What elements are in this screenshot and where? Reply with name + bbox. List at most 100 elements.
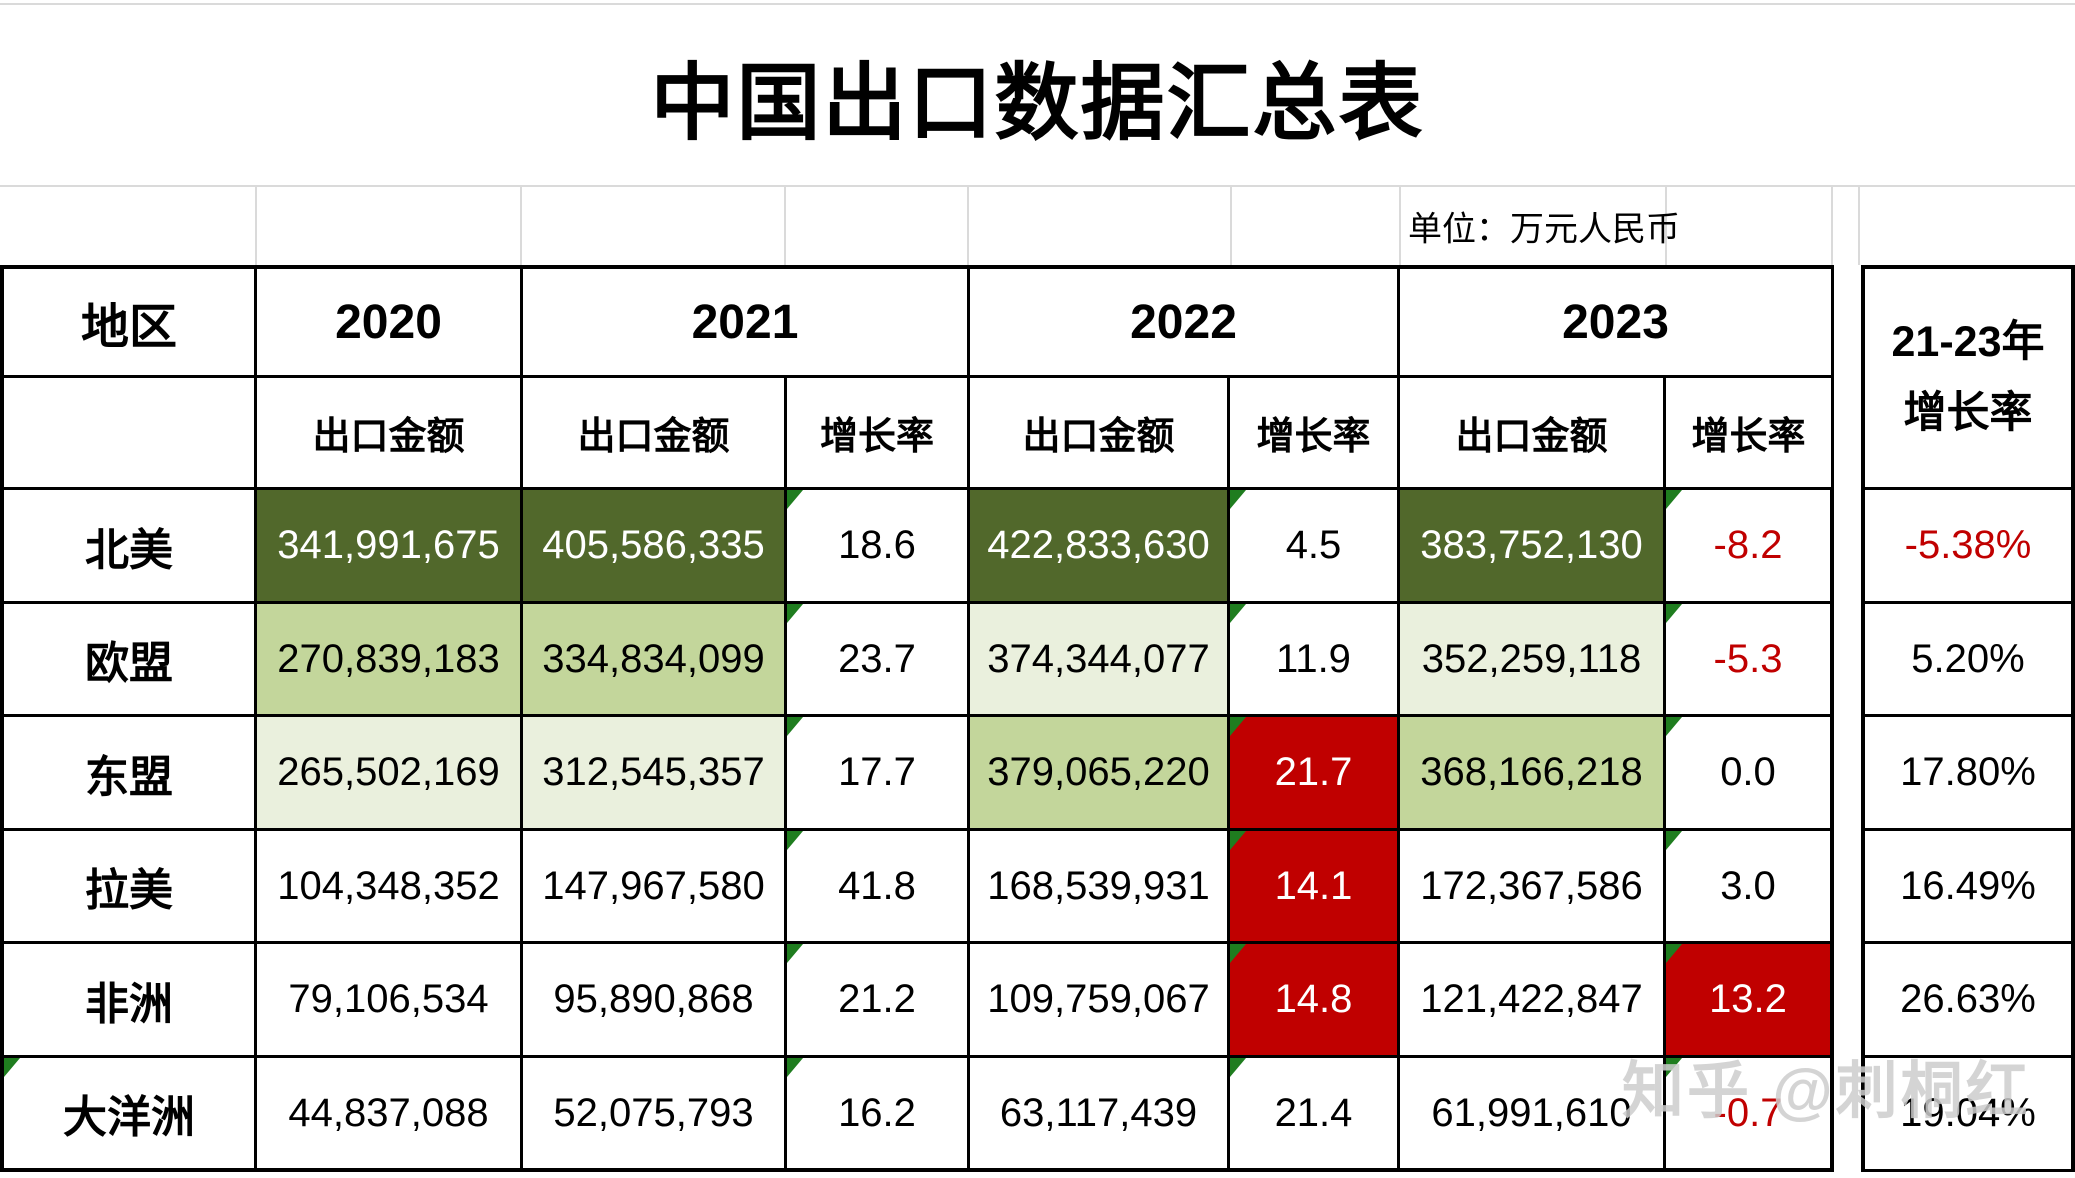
growth-cell: -5.3: [1666, 604, 1834, 717]
growth-cell: 14.1: [1230, 831, 1400, 944]
growth-value: 14.8: [1274, 977, 1353, 1021]
growth-cell: -8.2: [1666, 490, 1834, 604]
amount-cell: 379,065,220: [970, 717, 1230, 831]
amount-cell: 334,834,099: [523, 604, 787, 717]
growth-cell: 4.5: [1230, 490, 1400, 604]
growth-cell: 16.2: [787, 1058, 970, 1172]
green-corner-triangle-icon: [787, 490, 803, 509]
region-cell: 东盟: [0, 717, 257, 831]
unit-note: 单位：万元人民币: [1408, 210, 1680, 249]
amount-cell: 368,166,218: [1400, 717, 1666, 831]
region-cell: 非洲: [0, 944, 257, 1058]
total-growth-cell: -5.38%: [1861, 490, 2075, 604]
green-corner-triangle-icon: [4, 1058, 20, 1077]
amount-cell: 63,117,439: [970, 1058, 1230, 1172]
amount-cell: 352,259,118: [1400, 604, 1666, 717]
header-total-growth-line1: 21-23年: [1891, 318, 2045, 367]
green-corner-triangle-icon: [1666, 717, 1682, 736]
amount-cell: 422,833,630: [970, 490, 1230, 604]
total-growth-cell: 17.80%: [1861, 717, 2075, 831]
spacer-column: [1834, 944, 1861, 1058]
gridline: [967, 187, 969, 265]
green-corner-triangle-icon: [1666, 944, 1682, 963]
subheader-empty: [0, 378, 257, 490]
growth-cell: 21.7: [1230, 717, 1400, 831]
amount-cell: 168,539,931: [970, 831, 1230, 944]
growth-value: 21.2: [838, 977, 916, 1021]
amount-cell: 312,545,357: [523, 717, 787, 831]
total-growth-cell: 16.49%: [1861, 831, 2075, 944]
green-corner-triangle-icon: [787, 1058, 803, 1077]
top-gridline: [0, 3, 2075, 5]
growth-cell: 21.4: [1230, 1058, 1400, 1172]
green-corner-triangle-icon: [1666, 831, 1682, 850]
watermark: 知乎 @刺桐红: [1622, 1057, 2031, 1126]
amount-cell: 104,348,352: [257, 831, 523, 944]
amount-cell: 61,991,610: [1400, 1058, 1666, 1172]
spacer-column: [1834, 831, 1861, 944]
green-corner-triangle-icon: [1230, 717, 1246, 736]
spacer-column: [1834, 604, 1861, 717]
growth-value: 21.7: [1274, 750, 1353, 794]
growth-value: 11.9: [1276, 636, 1351, 681]
subheader-amount-2023: 出口金额: [1400, 378, 1666, 490]
subheader-amount-2022: 出口金额: [970, 378, 1230, 490]
total-growth-cell: 19.04%: [1861, 1058, 2075, 1172]
subheader-growth-2021: 增长率: [787, 378, 970, 490]
growth-cell: 3.0: [1666, 831, 1834, 944]
growth-cell: 41.8: [787, 831, 970, 944]
gridline: [1858, 187, 1860, 265]
growth-cell: 0.0: [1666, 717, 1834, 831]
green-corner-triangle-icon: [1666, 490, 1682, 509]
gridline: [784, 187, 786, 265]
gridline: [1230, 187, 1232, 265]
subheader-amount-2021: 出口金额: [523, 378, 787, 490]
total-growth-cell: 26.63%: [1861, 944, 2075, 1058]
subheader-growth-2022: 增长率: [1230, 378, 1400, 490]
growth-value: 41.8: [838, 863, 916, 908]
subheader-growth-2023: 增长率: [1666, 378, 1834, 490]
amount-cell: 383,752,130: [1400, 490, 1666, 604]
green-corner-triangle-icon: [1666, 1058, 1682, 1077]
growth-value: 3.0: [1720, 863, 1776, 908]
green-corner-triangle-icon: [1230, 490, 1246, 509]
spacer-column: [1834, 1058, 1861, 1172]
amount-cell: 52,075,793: [523, 1058, 787, 1172]
title-band: 中国出口数据汇总表: [0, 0, 2075, 185]
growth-value: 13.2: [1709, 977, 1787, 1021]
header-region: 地区: [0, 265, 257, 378]
gridline: [520, 187, 522, 265]
growth-cell: -0.7: [1666, 1058, 1834, 1172]
data-table: 地区 2020 2021 2022 2023 21-23年 增长率 出口金额 出…: [0, 265, 2075, 1172]
green-corner-triangle-icon: [787, 604, 803, 623]
growth-value: 14.1: [1274, 863, 1353, 908]
green-corner-triangle-icon: [787, 944, 803, 963]
spacer-column: [1834, 265, 1861, 490]
spacer-column: [1834, 490, 1861, 604]
unit-band: 单位：万元人民币: [0, 185, 2075, 265]
growth-value: -8.2: [1713, 523, 1783, 567]
header-total-growth-line2: 增长率: [1903, 389, 2033, 437]
region-cell: 拉美: [0, 831, 257, 944]
header-year-2023: 2023: [1400, 265, 1834, 378]
green-corner-triangle-icon: [1230, 1058, 1246, 1077]
amount-cell: 405,586,335: [523, 490, 787, 604]
growth-cell: 17.7: [787, 717, 970, 831]
page-title: 中国出口数据汇总表: [650, 56, 1425, 150]
growth-cell: 11.9: [1230, 604, 1400, 717]
amount-cell: 265,502,169: [257, 717, 523, 831]
growth-cell: 18.6: [787, 490, 970, 604]
subheader-amount-2020: 出口金额: [257, 378, 523, 490]
gridline: [1399, 187, 1401, 265]
region-cell: 北美: [0, 490, 257, 604]
amount-cell: 270,839,183: [257, 604, 523, 717]
growth-value: 4.5: [1285, 523, 1342, 567]
growth-value: -5.3: [1713, 636, 1783, 681]
header-total-growth: 21-23年 增长率: [1861, 265, 2075, 490]
gridline: [1665, 187, 1667, 265]
region-cell: 欧盟: [0, 604, 257, 717]
amount-cell: 121,422,847: [1400, 944, 1666, 1058]
green-corner-triangle-icon: [1230, 831, 1246, 850]
growth-cell: 13.2: [1666, 944, 1834, 1058]
